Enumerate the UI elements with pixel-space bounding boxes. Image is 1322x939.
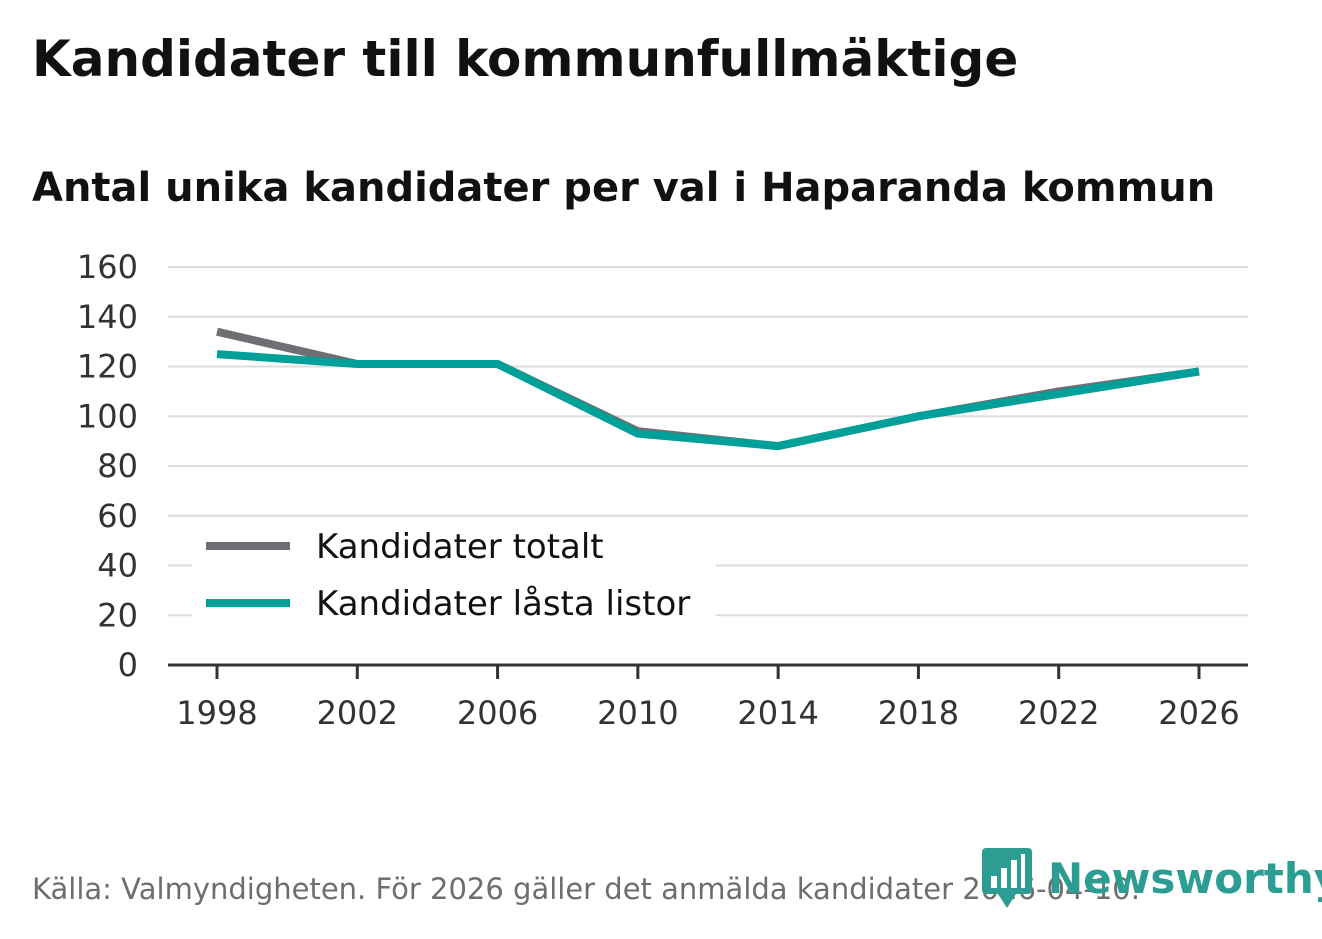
y-tick-label-120: 120	[77, 348, 138, 386]
x-tick-label-2010: 2010	[597, 694, 678, 732]
x-tick-label-1998: 1998	[176, 694, 257, 732]
series-lines	[216, 327, 1200, 451]
x-tick-label-2018: 2018	[878, 694, 959, 732]
series-line-kandidater-totalt	[216, 327, 1200, 451]
y-tick-label-60: 60	[97, 497, 138, 535]
y-tick-label-100: 100	[77, 397, 138, 435]
y-axis-tick-labels: 0 20 40 60 80 100 120 140 160	[77, 248, 138, 684]
y-tick-label-20: 20	[97, 596, 138, 634]
x-tick-label-2026: 2026	[1158, 694, 1239, 732]
x-tick-label-2014: 2014	[737, 694, 818, 732]
series-line-kandidater-lasta-listor	[216, 350, 1200, 451]
x-axis-ticks: 1998 2002 2006 2010 2014 2018 2022 2026	[176, 665, 1240, 732]
source-note: Källa: Valmyndigheten. För 2026 gäller d…	[32, 872, 1140, 906]
chart-title: Kandidater till kommunfullmäktige	[32, 30, 1019, 88]
x-tick-label-2002: 2002	[317, 694, 398, 732]
x-tick-label-2006: 2006	[457, 694, 538, 732]
x-tick-label-2022: 2022	[1018, 694, 1099, 732]
y-tick-label-140: 140	[77, 298, 138, 336]
newsworthy-logo: Newsworthy	[982, 848, 1322, 910]
legend-label-kandidater-lasta-listor: Kandidater låsta listor	[316, 584, 690, 624]
y-tick-label-0: 0	[118, 646, 138, 684]
legend-background	[192, 518, 716, 630]
y-tick-label-80: 80	[97, 447, 138, 485]
chart-subtitle: Antal unika kandidater per val i Haparan…	[32, 165, 1216, 211]
legend-label-kandidater-totalt: Kandidater totalt	[316, 527, 604, 567]
y-tick-label-160: 160	[77, 248, 138, 286]
logo-text: Newsworthy	[1048, 854, 1322, 903]
y-tick-label-40: 40	[97, 547, 138, 585]
newsworthy-chart-bubble-icon	[982, 848, 1032, 908]
legend: Kandidater totalt Kandidater låsta listor	[192, 518, 716, 630]
